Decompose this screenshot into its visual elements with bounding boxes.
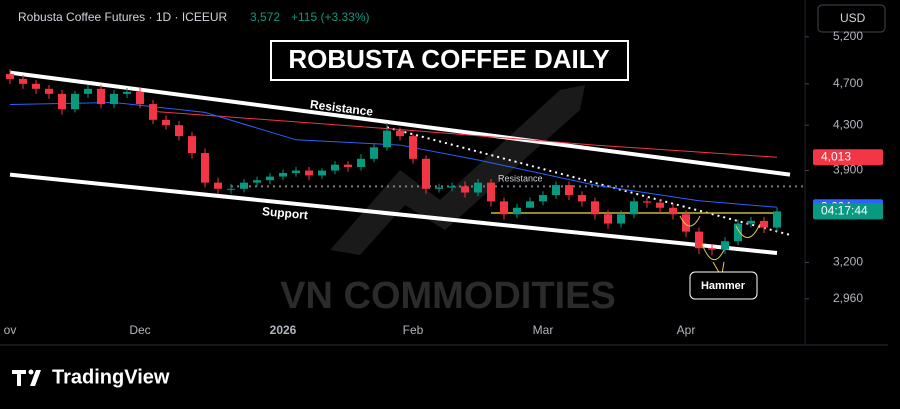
candle-body xyxy=(279,172,287,177)
candle-body xyxy=(734,223,742,242)
support-label: Support xyxy=(261,204,308,222)
candle-body xyxy=(201,153,209,183)
candle-body xyxy=(773,211,781,228)
symbol: Robusta Coffee Futures · 1D · ICEEUR xyxy=(18,10,228,24)
candle-body xyxy=(695,231,703,249)
candle-body xyxy=(500,201,508,215)
candle-body xyxy=(318,170,326,176)
candle-body xyxy=(708,248,716,250)
x-tick-label: 2026 xyxy=(270,323,297,337)
candle-body xyxy=(604,214,612,224)
candle-body xyxy=(487,182,495,202)
candle-body xyxy=(214,182,222,189)
candle-body xyxy=(19,78,27,84)
tradingview-logo xyxy=(12,369,41,386)
candle-body xyxy=(58,93,66,110)
y-tick-label: 5,200 xyxy=(833,29,863,43)
price-tag-label: 04:17:44 xyxy=(821,204,868,218)
currency-button[interactable] xyxy=(817,4,886,33)
candle-body xyxy=(6,74,14,79)
candle-body xyxy=(110,93,118,105)
candle-body xyxy=(760,220,768,228)
candle-body xyxy=(526,201,534,208)
candle-body xyxy=(747,220,755,224)
y-tick-label: 3,900 xyxy=(833,163,863,177)
logo-dot xyxy=(28,369,34,375)
candle-body xyxy=(32,83,40,89)
candle-body xyxy=(721,241,729,250)
moving-average xyxy=(152,110,778,158)
resistance-small-label: Resistance xyxy=(498,173,543,183)
candle-body xyxy=(175,125,183,137)
candle-body xyxy=(643,201,651,203)
candle-body xyxy=(97,88,105,105)
candle-body xyxy=(552,185,560,196)
candle-body xyxy=(162,119,170,126)
candle-body xyxy=(227,188,235,190)
candle-body xyxy=(578,195,586,202)
candle-body xyxy=(474,182,482,193)
candle-body xyxy=(344,164,352,168)
y-tick-label: 4,700 xyxy=(833,76,863,90)
chart-title: ROBUSTA COFFEE DAILY xyxy=(288,44,609,74)
title-box xyxy=(270,40,629,81)
candle-body xyxy=(123,91,131,94)
y-tick-label: 3,200 xyxy=(833,255,863,269)
candle-body xyxy=(630,201,638,215)
logo-mark xyxy=(12,370,41,386)
moving-average xyxy=(9,102,778,208)
candle-body xyxy=(45,88,53,94)
candle-body xyxy=(617,214,625,224)
candle-body xyxy=(591,201,599,215)
currency: USD xyxy=(840,11,866,25)
candle-body xyxy=(513,207,521,215)
hammer-label: Hammer xyxy=(701,280,746,292)
price-change: +115 (+3.33%) xyxy=(291,10,370,24)
x-tick-label: Mar xyxy=(533,323,554,337)
candle-body xyxy=(682,214,690,232)
candle-body xyxy=(448,186,456,188)
candle-body xyxy=(136,91,144,105)
trendline xyxy=(9,172,778,256)
candle-body xyxy=(409,136,417,159)
candle-body xyxy=(292,170,300,173)
candle-body xyxy=(266,176,274,181)
candle-body xyxy=(461,186,469,193)
candle-body xyxy=(331,164,339,171)
candle-body xyxy=(539,195,547,202)
candle-body xyxy=(240,182,248,189)
candle-body xyxy=(669,207,677,215)
candle-body xyxy=(71,93,79,110)
price-tag-label: 4,013 xyxy=(821,149,851,163)
candle-body xyxy=(656,202,664,208)
y-tick-label: 2,960 xyxy=(833,291,863,305)
plot-area: 5,200 4,700 4,300 3,900 3,200 2,960 ov Dec 2026 F… xyxy=(4,29,864,337)
candle-body xyxy=(565,185,573,196)
candle-body xyxy=(149,104,157,120)
candle-body xyxy=(422,158,430,189)
candle-body xyxy=(383,130,391,148)
candle-body xyxy=(188,136,196,154)
brand: TradingView xyxy=(52,366,170,388)
x-tick-label: Feb xyxy=(403,323,424,337)
candle-body xyxy=(435,187,443,189)
y-tick-label: 4,300 xyxy=(833,117,863,131)
last-price: 3,572 xyxy=(250,10,280,24)
candle-body xyxy=(357,158,365,168)
hammer-marks xyxy=(679,215,761,260)
candle-body xyxy=(305,170,313,176)
price-tag xyxy=(813,203,883,220)
x-tick-label: Dec xyxy=(129,323,150,337)
candle-body xyxy=(253,180,261,183)
candle-body xyxy=(84,88,92,94)
x-tick-label: ov xyxy=(4,323,17,337)
watermark: VN COMMODITIES xyxy=(280,275,616,317)
candle-body xyxy=(370,147,378,159)
candle-body xyxy=(396,130,404,137)
hammer-box xyxy=(689,271,758,300)
x-tick-label: Apr xyxy=(677,323,696,337)
price-tag xyxy=(813,149,883,166)
